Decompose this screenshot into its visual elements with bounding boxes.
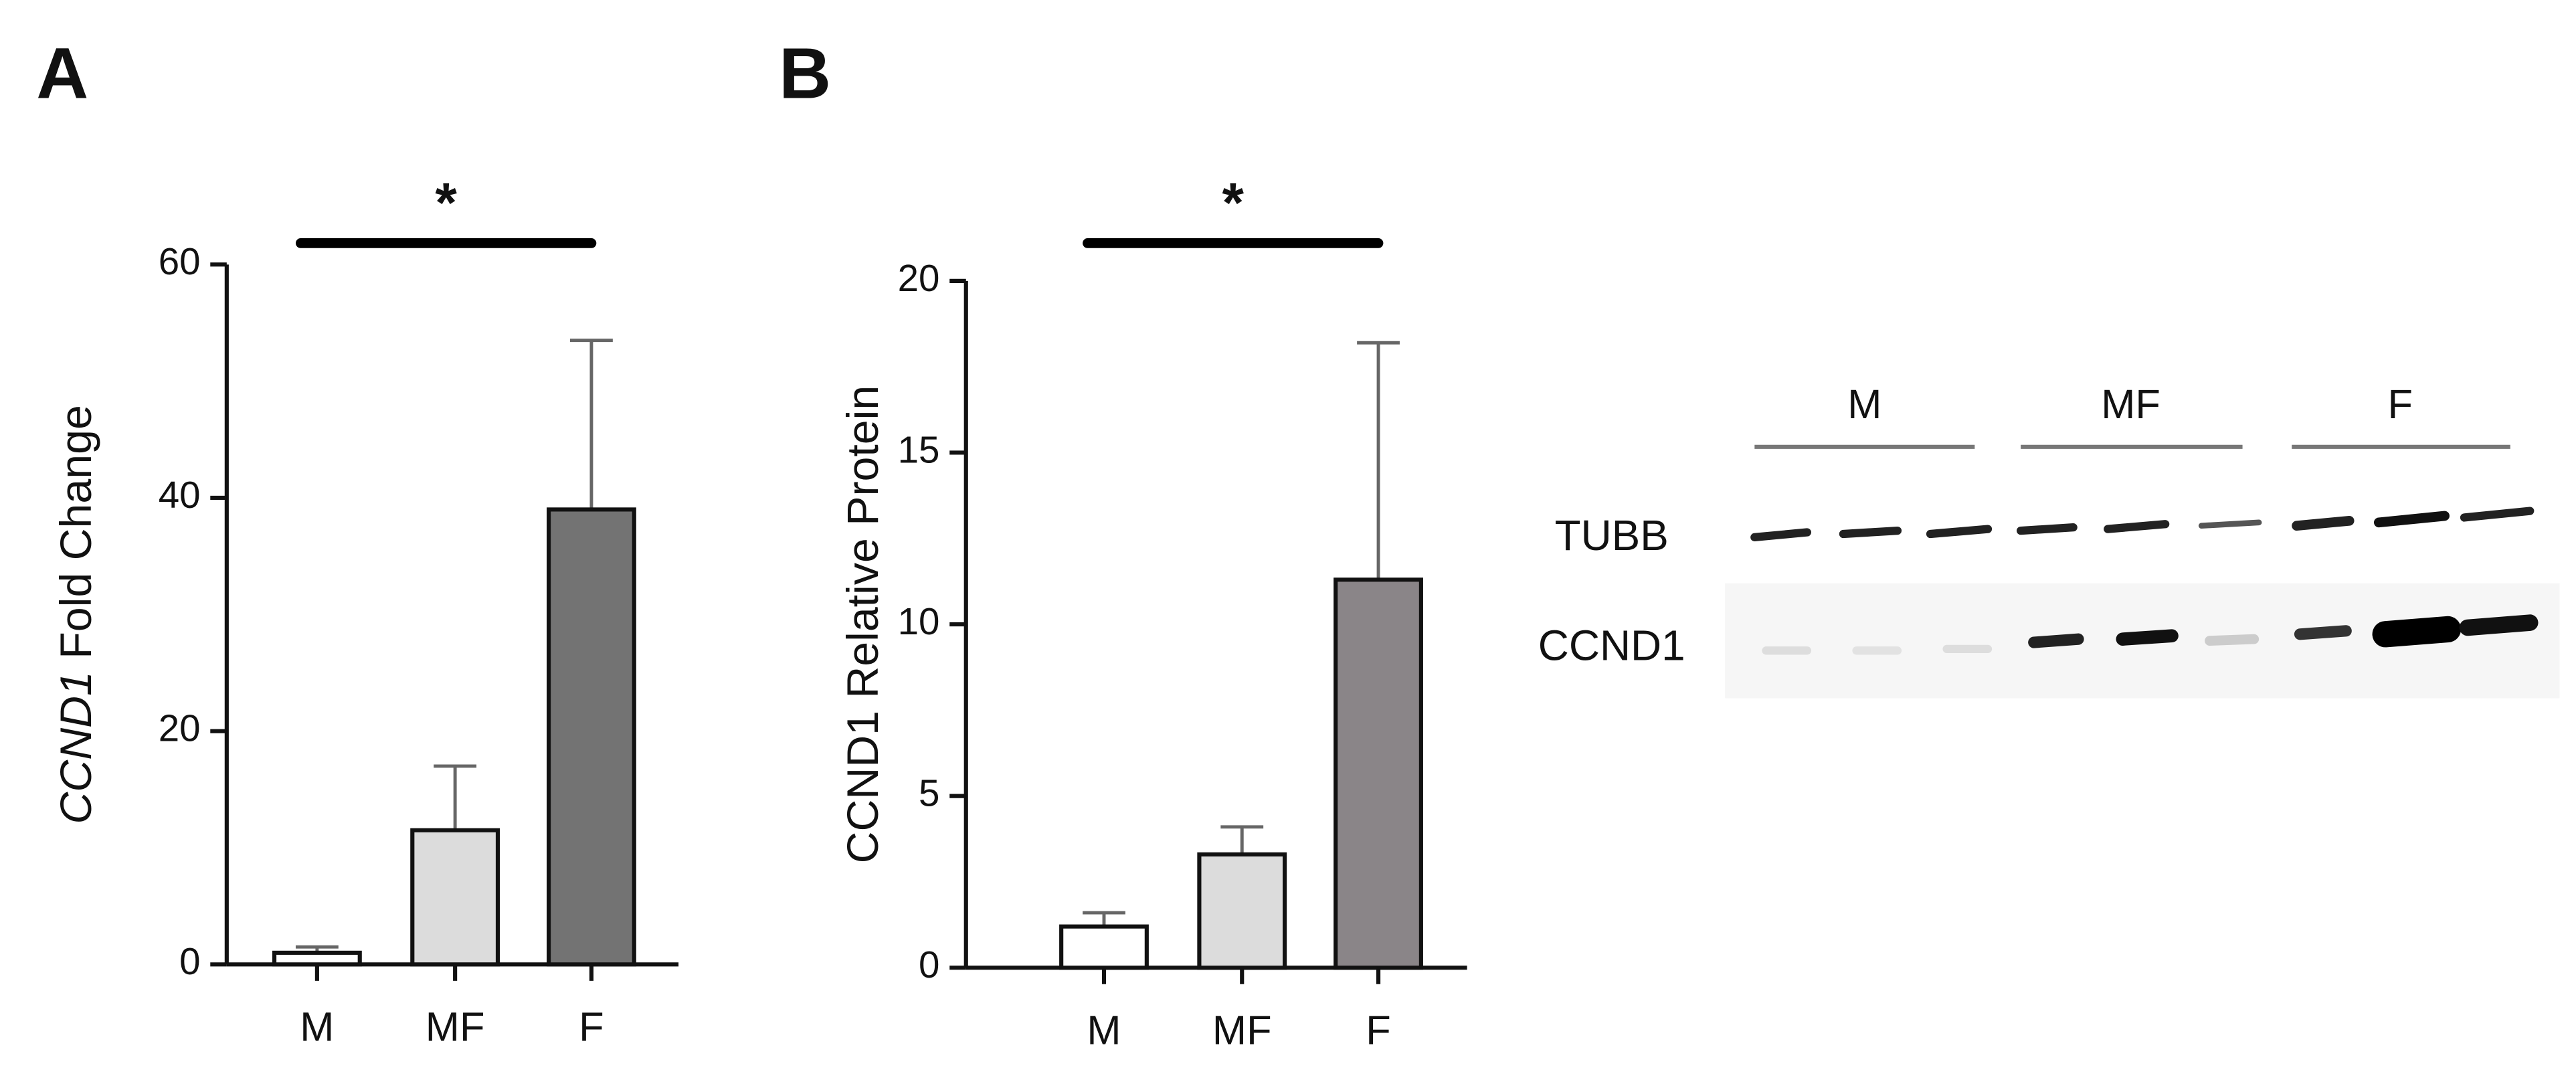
lane-group-label: F bbox=[2388, 381, 2413, 428]
significance-star: * bbox=[1222, 171, 1245, 234]
y-axis-label-text: CCND1 Relative Protein bbox=[838, 385, 887, 864]
lane-group-label: MF bbox=[2101, 381, 2160, 428]
blot-row-label: TUBB bbox=[1555, 511, 1669, 559]
y-tick-label: 60 bbox=[159, 240, 201, 282]
blot-row-label: CCND1 bbox=[1538, 622, 1685, 670]
y-axis-label-text: Fold Change bbox=[51, 405, 100, 659]
significance-star: * bbox=[435, 171, 457, 234]
bar bbox=[1059, 924, 1149, 970]
y-tick-label: 5 bbox=[919, 772, 939, 814]
x-tick-label: M bbox=[1087, 1008, 1121, 1054]
y-axis-label-italic: CCND1 bbox=[51, 671, 100, 824]
bar bbox=[547, 507, 636, 967]
x-tick-label: F bbox=[1366, 1008, 1391, 1054]
x-tick-label: F bbox=[579, 1004, 604, 1051]
bar bbox=[1197, 852, 1287, 970]
y-axis-label: CCND1 Fold Change bbox=[51, 405, 100, 824]
x-tick-label: MF bbox=[426, 1004, 485, 1051]
y-tick-label: 15 bbox=[898, 428, 940, 470]
y-tick-label: 20 bbox=[898, 257, 940, 299]
lane-group-label: M bbox=[1847, 381, 1881, 428]
blot-bands bbox=[1750, 507, 2539, 655]
bar bbox=[1333, 577, 1423, 970]
bar bbox=[410, 828, 500, 967]
y-tick-label: 0 bbox=[919, 943, 939, 986]
y-tick-label: 40 bbox=[159, 474, 201, 516]
x-tick-label: MF bbox=[1212, 1008, 1272, 1054]
y-axis-label: CCND1 Relative Protein bbox=[838, 385, 887, 864]
x-tick-label: M bbox=[300, 1004, 334, 1051]
panel-label: B bbox=[779, 32, 831, 113]
y-tick-label: 10 bbox=[898, 600, 940, 642]
y-tick-label: 0 bbox=[179, 940, 200, 982]
y-tick-label: 20 bbox=[159, 707, 201, 749]
bar bbox=[272, 950, 362, 967]
panel-label: A bbox=[36, 32, 88, 113]
